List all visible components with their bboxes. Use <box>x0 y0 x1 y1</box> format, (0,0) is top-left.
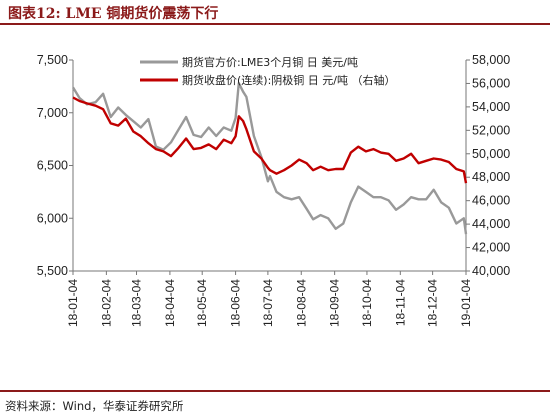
x-tick-label: 18-09-04 <box>328 279 342 327</box>
chart: 5,500 6,000 6,500 7,000 7,500 40,000 42,000 44,… <box>37 53 511 327</box>
bottom-rule <box>0 390 550 392</box>
right-tick-label: 42,000 <box>472 241 510 255</box>
x-tick-label: 18-06-04 <box>229 279 243 327</box>
series-line-shfe <box>72 96 468 184</box>
x-tick-label: 18-10-04 <box>360 279 374 327</box>
right-tick-label: 52,000 <box>472 123 510 137</box>
left-tick-label: 6,000 <box>37 211 68 225</box>
source-note: 资料来源：Wind，华泰证券研究所 <box>5 399 184 413</box>
x-tick-label: 19-01-04 <box>459 279 473 327</box>
chart-axes: 5,500 6,000 6,500 7,000 7,500 40,000 42,000 44,… <box>37 53 511 327</box>
right-tick-label: 56,000 <box>472 76 510 90</box>
left-tick-label: 6,500 <box>37 159 68 173</box>
title-rule <box>0 23 550 25</box>
right-tick-label: 54,000 <box>472 100 510 114</box>
figure-title: 图表12: LME 铜期货价震荡下行 <box>8 6 219 22</box>
x-tick-label: 18-01-04 <box>66 279 80 327</box>
x-tick-label: 18-02-04 <box>99 279 113 327</box>
x-tick-label: 18-03-04 <box>130 279 144 327</box>
x-tick-label: 18-05-04 <box>195 279 209 327</box>
right-tick-label: 44,000 <box>472 217 510 231</box>
left-tick-label: 7,500 <box>37 53 68 67</box>
left-tick-label: 5,500 <box>37 264 68 278</box>
right-tick-label: 48,000 <box>472 170 510 184</box>
legend-label-shfe: 期货收盘价(连续):阴极铜 日 元/吨 （右轴） <box>182 73 395 87</box>
right-tick-label: 40,000 <box>472 264 510 278</box>
chart-series <box>71 81 468 235</box>
right-tick-label: 58,000 <box>472 53 510 67</box>
series-line-lme <box>71 81 468 235</box>
right-tick-label: 46,000 <box>472 194 510 208</box>
x-tick-label: 18-07-04 <box>261 279 275 327</box>
x-tick-label: 18-04-04 <box>163 279 177 327</box>
x-tick-label: 18-11-04 <box>393 279 407 326</box>
x-tick-label: 18-12-04 <box>426 279 440 327</box>
right-tick-label: 50,000 <box>472 147 510 161</box>
legend-label-lme: 期货官方价:LME3个月铜 日 美元/吨 <box>182 55 358 69</box>
x-tick-label: 18-08-04 <box>294 279 308 327</box>
left-tick-label: 7,000 <box>37 106 68 120</box>
